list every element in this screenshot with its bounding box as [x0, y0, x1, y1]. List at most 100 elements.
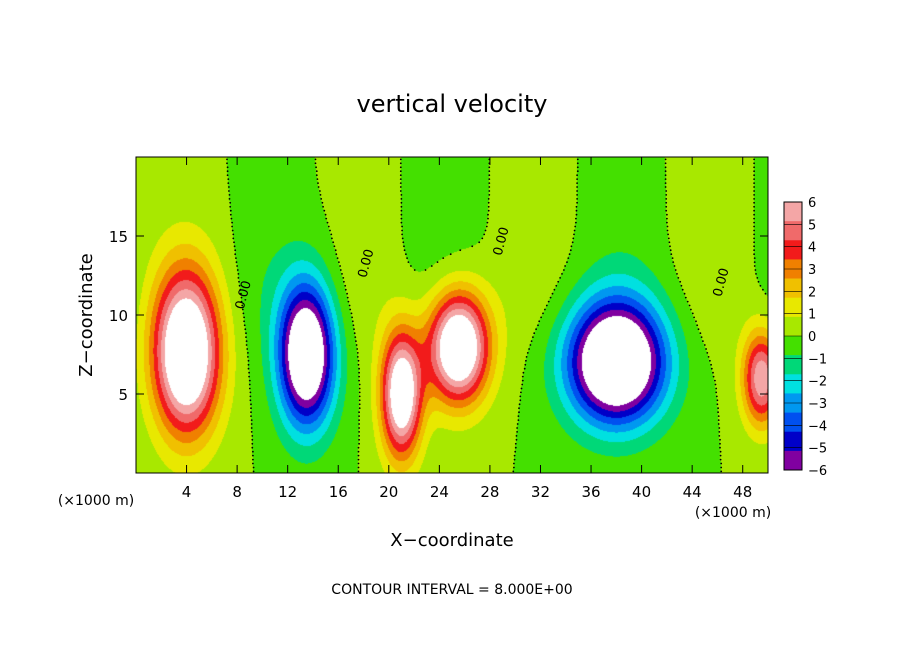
contour-label: 0.00: [233, 279, 255, 311]
zero-contour-point: [245, 332, 247, 335]
zero-contour-point: [351, 316, 353, 319]
zero-contour-point: [228, 186, 230, 188]
zero-contour-point: [246, 348, 249, 350]
zero-contour-point: [519, 395, 522, 398]
zero-contour-point: [314, 158, 317, 161]
zero-contour-point: [753, 209, 755, 212]
zero-contour-point: [717, 423, 720, 425]
contour-label: 0.00: [711, 267, 733, 299]
zero-contour-point: [696, 324, 699, 327]
zero-contour-point: [691, 312, 694, 315]
zero-contour-point: [709, 359, 711, 362]
zero-contour-point: [399, 170, 402, 173]
zero-contour-point: [357, 359, 360, 362]
zero-contour-point: [231, 225, 234, 228]
zero-contour-point: [358, 427, 360, 429]
zero-contour-point: [521, 375, 524, 378]
zero-contour-point: [664, 174, 667, 177]
contour-interval-note: CONTOUR INTERVAL = 8.000E+00: [331, 582, 572, 598]
zero-contour-point: [338, 261, 340, 263]
zero-contour-point: [753, 198, 755, 200]
contour-labels: 0.00 0.00 0.00 0.00: [233, 225, 733, 311]
zero-contour-point: [344, 284, 347, 287]
zero-contour-point: [252, 454, 254, 457]
zero-contour-point: [322, 205, 324, 208]
zero-contour-point: [665, 209, 668, 212]
zero-contour-point: [247, 367, 250, 370]
zero-contour-point: [228, 198, 231, 200]
zero-contour-point: [716, 403, 719, 406]
zero-contour-point: [670, 253, 673, 256]
zero-contour-point: [249, 391, 252, 394]
zero-contour-point: [676, 273, 678, 275]
zero-contour-point: [759, 284, 762, 287]
zero-contour-point: [240, 296, 243, 299]
zero-contour-point: [528, 348, 530, 350]
zero-contour-point: [666, 225, 669, 228]
zero-contour-point: [250, 411, 252, 414]
zero-contour-point: [753, 225, 755, 228]
x-axis-ticks: 4 8 12 16 20 24 28 32 36 40 44 48: [182, 157, 752, 501]
zero-contour-point: [315, 170, 318, 173]
colorbar-swatch: [784, 221, 802, 241]
zero-contour-point: [243, 316, 246, 319]
zero-contour-point: [247, 352, 249, 354]
zero-contour-point: [718, 431, 721, 433]
zero-contour-point: [400, 213, 403, 216]
zero-contour-point: [358, 415, 360, 417]
zero-contour-point: [679, 280, 682, 283]
zero-contour-point: [665, 190, 668, 192]
zero-contour-point: [720, 470, 723, 473]
zero-contour-point: [540, 316, 542, 319]
zero-contour-point: [237, 273, 240, 275]
colorbar-tick-label: 3: [808, 263, 816, 278]
zero-contour-point: [681, 288, 684, 291]
zero-contour-point: [250, 427, 253, 429]
zero-contour-point: [514, 442, 517, 445]
zero-contour-point: [753, 174, 755, 177]
zero-contour-point: [517, 415, 520, 417]
x-tick-label: 8: [232, 483, 242, 501]
zero-contour-point: [680, 284, 683, 287]
zero-contour-point: [403, 249, 406, 252]
zero-contour-point: [753, 178, 755, 181]
zero-contour-point: [325, 217, 328, 220]
x-unit-left: (×1000 m): [58, 493, 134, 509]
x-tick-label: 48: [733, 483, 752, 501]
zero-contour-point: [487, 209, 490, 212]
colorbar-swatch: [784, 374, 802, 394]
zero-contour-point: [349, 308, 352, 311]
zero-contour-point: [665, 201, 668, 204]
zero-contour-point: [529, 344, 532, 346]
zero-contour-point: [487, 217, 489, 220]
colorbar-swatch: [784, 316, 802, 337]
x-tick-label: 44: [683, 483, 702, 501]
zero-contour-point: [399, 178, 402, 181]
zero-contour-point: [357, 462, 360, 465]
zero-contour-point: [314, 162, 317, 165]
zero-contour-point: [753, 221, 755, 224]
zero-contour-point: [358, 379, 360, 382]
zero-contour-point: [710, 367, 713, 370]
zero-contour-point: [706, 352, 709, 354]
zero-contour-point: [251, 435, 254, 437]
zero-contour-point: [699, 332, 702, 335]
zero-contour-point: [525, 359, 527, 362]
zero-contour-point: [226, 158, 228, 161]
y-tick-label: 10: [109, 307, 128, 325]
zero-contour-point: [684, 296, 687, 299]
zero-contour-point: [236, 265, 239, 267]
zero-contour-point: [717, 415, 720, 417]
zero-contour-point: [405, 253, 407, 256]
heatmap-field: [136, 157, 768, 473]
zero-contour-point: [251, 446, 254, 449]
zero-contour-point: [323, 209, 326, 212]
zero-contour-point: [576, 162, 579, 165]
zero-contour-point: [553, 288, 556, 291]
colorbar-tick-label: −2: [808, 375, 827, 390]
zero-contour-point: [714, 383, 717, 386]
zero-contour-point: [251, 442, 254, 445]
zero-contour-point: [334, 249, 337, 252]
zero-contour-point: [672, 261, 675, 263]
zero-contour-point: [245, 340, 248, 342]
